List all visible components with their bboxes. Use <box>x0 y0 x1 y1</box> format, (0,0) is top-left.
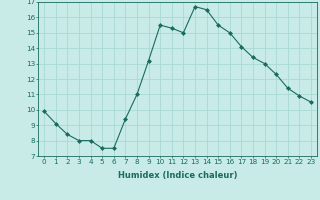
X-axis label: Humidex (Indice chaleur): Humidex (Indice chaleur) <box>118 171 237 180</box>
